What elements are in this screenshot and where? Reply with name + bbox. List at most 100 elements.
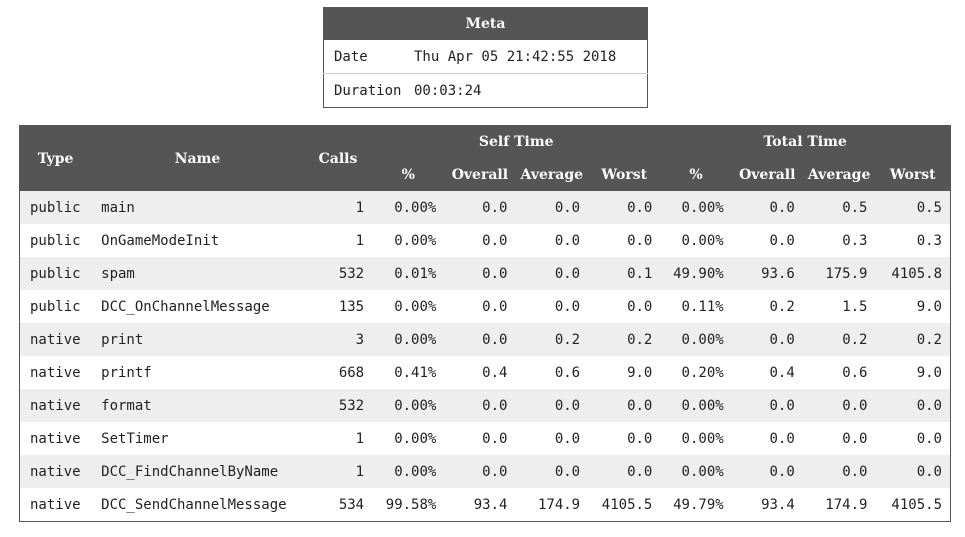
cell-calls: 3 <box>303 323 373 356</box>
cell-self-worst: 0.1 <box>588 257 661 290</box>
cell-total-percent: 0.00% <box>660 422 732 455</box>
profile-table: Type Name Calls Self Time Total Time % O… <box>19 125 951 522</box>
cell-calls: 1 <box>303 455 373 488</box>
col-header-name: Name <box>91 125 304 191</box>
col-header-self-percent: % <box>372 158 445 191</box>
cell-name: OnGameModeInit <box>91 224 304 257</box>
cell-self-worst: 9.0 <box>588 356 661 389</box>
cell-total-worst: 0.2 <box>875 323 951 356</box>
cell-self-overall: 0.0 <box>444 191 516 224</box>
meta-key-duration: Duration <box>323 73 414 108</box>
table-row: public DCC_OnChannelMessage 135 0.00% 0.… <box>19 290 951 323</box>
group-header-self-time: Self Time <box>372 125 661 158</box>
table-row: native DCC_SendChannelMessage 534 99.58%… <box>19 488 951 522</box>
cell-name: printf <box>91 356 304 389</box>
meta-row-date: Date Thu Apr 05 21:42:55 2018 <box>323 40 648 74</box>
table-row: native print 3 0.00% 0.0 0.2 0.2 0.00% 0… <box>19 323 951 356</box>
cell-self-overall: 0.0 <box>444 455 516 488</box>
cell-self-worst: 0.0 <box>588 224 661 257</box>
cell-total-percent: 0.20% <box>660 356 732 389</box>
cell-self-overall: 0.0 <box>444 422 516 455</box>
cell-total-average: 175.9 <box>802 257 876 290</box>
col-header-total-average: Average <box>802 158 876 191</box>
cell-total-overall: 0.0 <box>731 422 803 455</box>
cell-type: native <box>19 488 92 522</box>
table-row: public OnGameModeInit 1 0.00% 0.0 0.0 0.… <box>19 224 951 257</box>
cell-total-average: 0.0 <box>802 389 876 422</box>
cell-total-average: 0.3 <box>802 224 876 257</box>
meta-row-duration: Duration 00:03:24 <box>323 73 648 108</box>
cell-total-worst: 0.3 <box>875 224 951 257</box>
cell-self-percent: 0.00% <box>372 290 445 323</box>
cell-self-average: 0.0 <box>515 191 589 224</box>
cell-self-worst: 0.0 <box>588 191 661 224</box>
cell-total-overall: 0.0 <box>731 389 803 422</box>
cell-self-average: 0.0 <box>515 257 589 290</box>
cell-total-percent: 0.00% <box>660 224 732 257</box>
cell-total-overall: 0.0 <box>731 455 803 488</box>
cell-type: public <box>19 191 92 224</box>
cell-total-percent: 49.90% <box>660 257 732 290</box>
cell-self-percent: 0.00% <box>372 224 445 257</box>
cell-calls: 532 <box>303 389 373 422</box>
cell-self-worst: 0.2 <box>588 323 661 356</box>
cell-self-percent: 99.58% <box>372 488 445 522</box>
col-header-self-worst: Worst <box>588 158 661 191</box>
cell-type: native <box>19 455 92 488</box>
cell-name: SetTimer <box>91 422 304 455</box>
cell-total-overall: 93.4 <box>731 488 803 522</box>
col-header-total-overall: Overall <box>731 158 803 191</box>
table-row: public spam 532 0.01% 0.0 0.0 0.1 49.90%… <box>19 257 951 290</box>
cell-self-average: 0.6 <box>515 356 589 389</box>
col-header-self-average: Average <box>515 158 589 191</box>
cell-self-overall: 0.0 <box>444 323 516 356</box>
cell-self-worst: 0.0 <box>588 389 661 422</box>
cell-type: public <box>19 224 92 257</box>
cell-calls: 1 <box>303 224 373 257</box>
cell-self-percent: 0.00% <box>372 323 445 356</box>
cell-total-percent: 0.00% <box>660 455 732 488</box>
cell-self-percent: 0.00% <box>372 422 445 455</box>
cell-self-percent: 0.00% <box>372 455 445 488</box>
cell-self-worst: 0.0 <box>588 422 661 455</box>
cell-total-overall: 0.0 <box>731 323 803 356</box>
cell-total-overall: 0.4 <box>731 356 803 389</box>
cell-self-overall: 93.4 <box>444 488 516 522</box>
cell-name: DCC_SendChannelMessage <box>91 488 304 522</box>
profile-table-body: public main 1 0.00% 0.0 0.0 0.0 0.00% 0.… <box>19 191 951 522</box>
cell-calls: 1 <box>303 191 373 224</box>
cell-self-overall: 0.4 <box>444 356 516 389</box>
cell-total-worst: 4105.5 <box>875 488 951 522</box>
cell-total-average: 0.5 <box>802 191 876 224</box>
cell-self-average: 0.0 <box>515 290 589 323</box>
cell-name: print <box>91 323 304 356</box>
cell-total-average: 0.0 <box>802 422 876 455</box>
cell-total-percent: 0.11% <box>660 290 732 323</box>
table-row: native DCC_FindChannelByName 1 0.00% 0.0… <box>19 455 951 488</box>
cell-total-percent: 0.00% <box>660 389 732 422</box>
table-row: native printf 668 0.41% 0.4 0.6 9.0 0.20… <box>19 356 951 389</box>
cell-total-percent: 0.00% <box>660 191 732 224</box>
cell-total-overall: 0.2 <box>731 290 803 323</box>
meta-key-date: Date <box>323 40 414 74</box>
cell-self-overall: 0.0 <box>444 290 516 323</box>
cell-name: DCC_OnChannelMessage <box>91 290 304 323</box>
meta-value-date: Thu Apr 05 21:42:55 2018 <box>414 40 648 74</box>
cell-total-average: 0.6 <box>802 356 876 389</box>
cell-type: native <box>19 356 92 389</box>
cell-type: native <box>19 389 92 422</box>
col-header-total-worst: Worst <box>875 158 951 191</box>
cell-calls: 1 <box>303 422 373 455</box>
cell-name: DCC_FindChannelByName <box>91 455 304 488</box>
cell-total-worst: 9.0 <box>875 356 951 389</box>
cell-self-average: 0.0 <box>515 224 589 257</box>
cell-total-worst: 0.0 <box>875 422 951 455</box>
cell-self-worst: 4105.5 <box>588 488 661 522</box>
cell-self-average: 0.2 <box>515 323 589 356</box>
cell-type: native <box>19 422 92 455</box>
cell-name: spam <box>91 257 304 290</box>
meta-title: Meta <box>323 7 648 40</box>
cell-self-worst: 0.0 <box>588 455 661 488</box>
cell-total-average: 0.2 <box>802 323 876 356</box>
cell-self-overall: 0.0 <box>444 389 516 422</box>
